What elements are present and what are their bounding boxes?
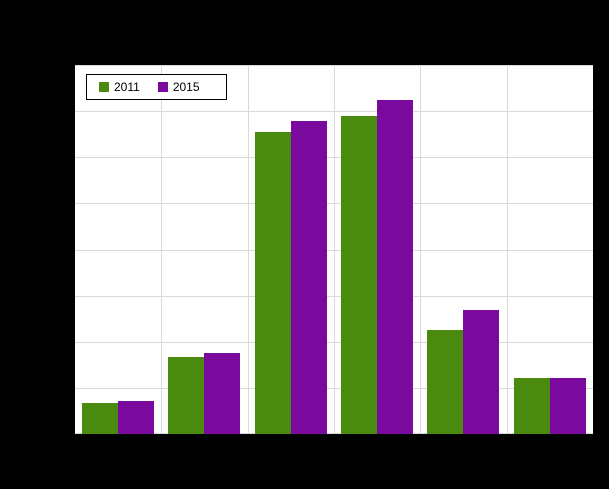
legend-label-2011: 2011 <box>114 80 140 94</box>
legend-swatch-2015 <box>157 82 168 92</box>
bar-2015-group-4 <box>377 100 414 434</box>
bar-groups <box>75 65 593 434</box>
bar-2015-group-1 <box>118 401 155 434</box>
bar-group-3 <box>248 65 334 434</box>
gridline-vertical <box>420 65 422 434</box>
gridline-vertical <box>506 65 508 434</box>
bar-2011-group-1 <box>82 403 119 434</box>
bar-group-6 <box>507 65 593 434</box>
legend-label-2015: 2015 <box>172 80 200 94</box>
plot-area: 2011 2015 <box>75 65 593 434</box>
gridline-vertical <box>334 65 335 434</box>
bar-group-4 <box>334 65 420 434</box>
bar-2011-group-2 <box>168 356 205 434</box>
bar-group-5 <box>420 65 506 434</box>
bar-group-2 <box>161 65 247 434</box>
gridline-vertical <box>247 65 249 434</box>
grid-layer <box>75 65 593 434</box>
bar-2015-group-6 <box>549 377 586 434</box>
legend: 2011 2015 <box>86 74 227 100</box>
bar-2015-group-5 <box>463 310 500 434</box>
bar-group-1 <box>75 65 161 434</box>
bar-2015-group-3 <box>290 121 327 434</box>
gridline-vertical <box>161 65 163 434</box>
bar-2011-group-3 <box>254 132 291 434</box>
bar-2015-group-2 <box>204 352 241 434</box>
bar-2011-group-5 <box>427 329 464 434</box>
legend-swatch-2011 <box>99 82 109 92</box>
bar-2011-group-6 <box>513 377 550 434</box>
legend-item-2015: 2015 <box>157 80 200 94</box>
legend-item-2011: 2011 <box>99 80 140 94</box>
bar-2011-group-4 <box>341 115 378 434</box>
